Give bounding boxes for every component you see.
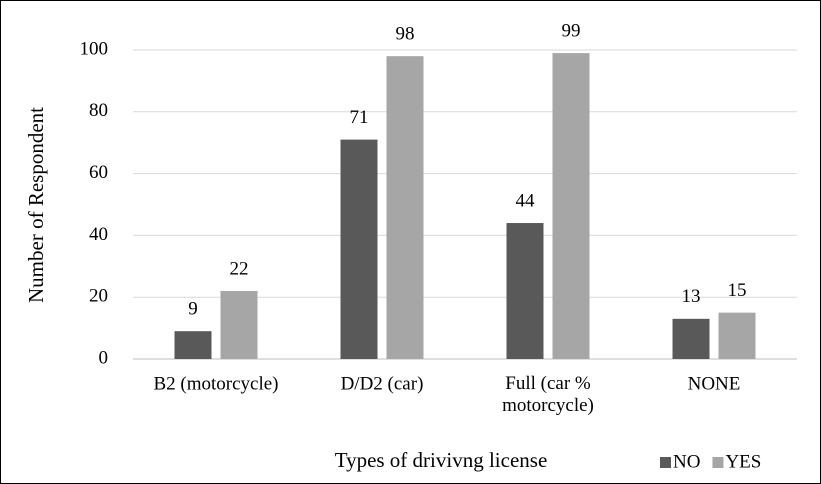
legend-label: NO	[673, 451, 700, 472]
bar	[672, 318, 710, 359]
y-tick-label: 100	[80, 38, 109, 59]
y-tick-label: 60	[89, 162, 108, 183]
legend-swatch	[660, 457, 671, 468]
x-tick-label: D/D2 (car)	[341, 373, 424, 394]
legend-label: YES	[725, 451, 761, 472]
data-label: 71	[350, 107, 369, 128]
x-axis-title: Types of drivivng license	[335, 448, 548, 472]
bar	[220, 291, 258, 359]
bar	[718, 312, 756, 359]
y-tick-label: 40	[89, 224, 108, 245]
data-label: 15	[728, 280, 747, 301]
legend-swatch	[712, 457, 724, 468]
bar	[552, 53, 590, 360]
y-tick-label: 20	[89, 286, 108, 307]
bar	[386, 56, 424, 360]
data-label: 9	[188, 299, 198, 320]
bar	[174, 331, 212, 359]
data-label: 98	[396, 24, 415, 45]
y-tick-label: 80	[89, 100, 108, 121]
bar	[506, 223, 544, 359]
x-tick-label: Full (car % motorcycle)	[502, 373, 594, 416]
data-label: 13	[682, 286, 701, 307]
y-axis-title: Number of Respondent	[24, 107, 48, 303]
data-label: 44	[516, 190, 536, 211]
data-label: 99	[562, 20, 581, 41]
x-tick-label: B2 (motorcycle)	[153, 373, 278, 394]
x-tick-label: NONE	[688, 373, 741, 394]
data-label: 22	[230, 258, 249, 279]
y-tick-label: 0	[99, 347, 109, 368]
bar	[340, 139, 378, 359]
